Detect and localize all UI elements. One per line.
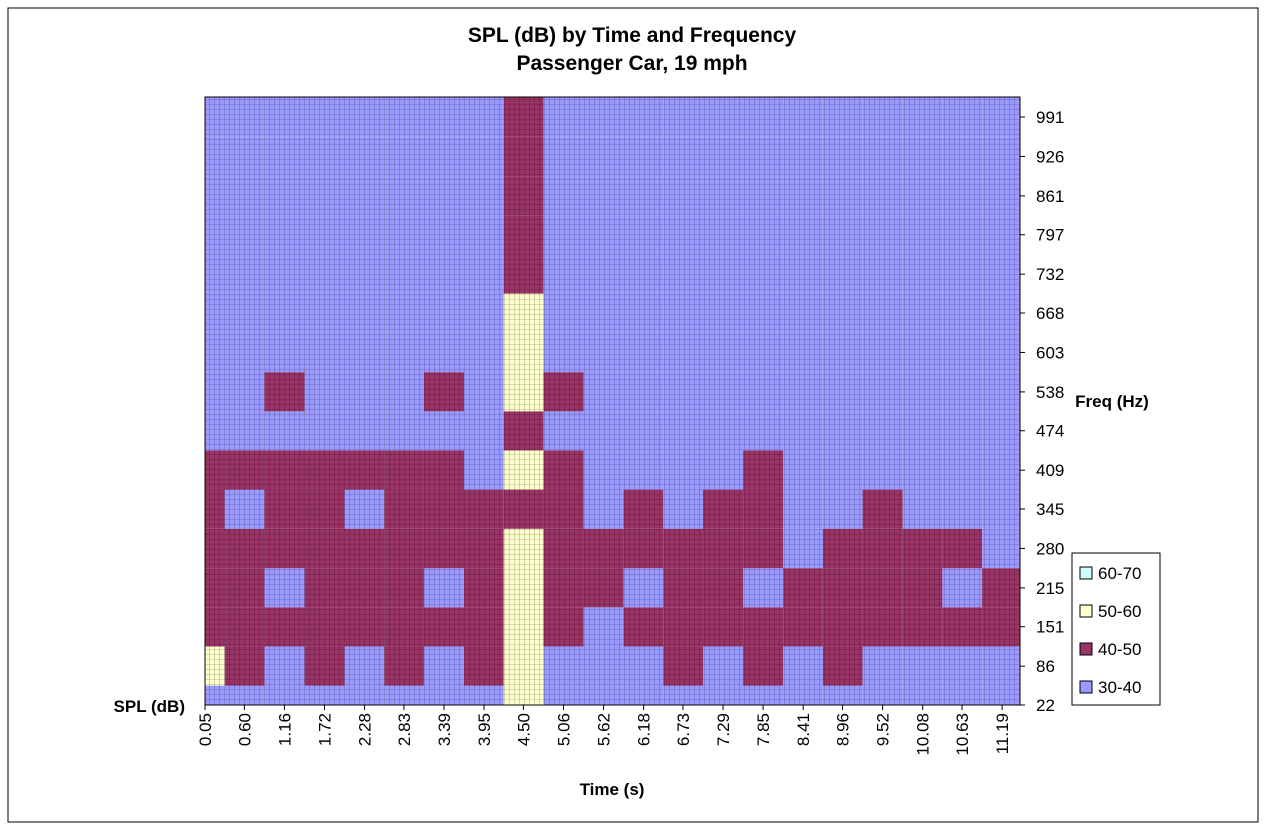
x-tick-label: 6.18 (635, 713, 654, 746)
y-tick-label: 345 (1036, 500, 1064, 519)
x-tick-label: 9.52 (874, 713, 893, 746)
axes: 0.05 0.60 1.16 1.72 2.28 2.83 3.39 3.95 4.50 5.06… (196, 108, 1141, 756)
y-tick-label: 409 (1036, 461, 1064, 480)
chart-title: SPL (dB) by Time and Frequency (468, 24, 797, 47)
x-axis-label: Time (s) (580, 780, 645, 799)
y-tick-label: 732 (1036, 265, 1064, 284)
y-tick-label: 861 (1036, 187, 1064, 206)
y-tick-label: 797 (1036, 226, 1064, 245)
x-tick-label: 10.63 (953, 713, 972, 756)
y-tick-label: 474 (1036, 422, 1064, 441)
x-tick-label: 6.73 (674, 713, 693, 746)
x-tick-label: 0.05 (196, 713, 215, 746)
x-tick-label: 11.19 (993, 713, 1012, 754)
y-axis-label: Freq (Hz) (1075, 392, 1149, 411)
x-tick-label: 7.29 (714, 713, 733, 746)
legend-label: 60-70 (1098, 564, 1141, 583)
y-tick-label: 991 (1036, 108, 1064, 127)
legend-swatch (1079, 566, 1093, 580)
y-tick-label: 86 (1036, 657, 1055, 676)
x-tick-label: 5.62 (595, 713, 614, 746)
x-tick-label: 1.16 (275, 713, 294, 746)
x-tick-label: 8.96 (834, 713, 853, 746)
legend-swatch (1079, 680, 1093, 694)
x-tick-label: 2.28 (356, 713, 375, 746)
y-tick-label: 538 (1036, 383, 1064, 402)
y-tick-label: 280 (1036, 539, 1064, 558)
x-tick-label: 3.39 (435, 713, 454, 746)
y-tick-label: 668 (1036, 304, 1064, 323)
x-tick-label: 2.83 (395, 713, 414, 746)
y-tick-label: 151 (1036, 618, 1064, 637)
legend-swatch (1079, 604, 1093, 618)
y-tick-label: 926 (1036, 147, 1064, 166)
x-tick-label: 1.72 (315, 713, 334, 746)
legend-label: 30-40 (1098, 678, 1141, 697)
x-tick-label: 5.06 (554, 713, 573, 746)
chart-subtitle: Passenger Car, 19 mph (516, 52, 747, 75)
x-tick-label: 4.50 (514, 713, 533, 746)
x-tick-label: 8.41 (794, 713, 813, 746)
y-tick-label: 215 (1036, 579, 1064, 598)
legend-label: 50-60 (1098, 602, 1141, 621)
legend-swatch (1079, 642, 1093, 656)
plot-mesh (204, 96, 1021, 706)
z-axis-label: SPL (dB) (114, 697, 185, 716)
x-tick-label: 0.60 (235, 713, 254, 746)
legend-label: 40-50 (1098, 640, 1141, 659)
y-tick-label: 22 (1036, 696, 1055, 715)
x-tick-label: 7.85 (754, 713, 773, 746)
x-tick-label: 10.08 (914, 713, 933, 756)
x-tick-label: 3.95 (475, 713, 494, 746)
y-tick-label: 603 (1036, 343, 1064, 362)
